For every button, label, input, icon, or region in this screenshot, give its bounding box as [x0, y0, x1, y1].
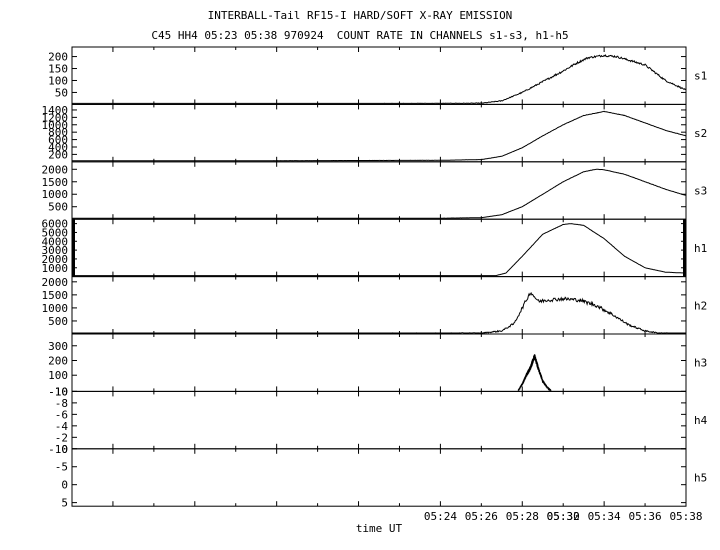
y-tick-label-h1: 2000 — [42, 253, 69, 266]
series-line-s1 — [72, 54, 687, 104]
y-tick-label-s2: 1400 — [42, 104, 69, 117]
y-tick-label-s2: 1000 — [42, 119, 69, 132]
x-tick-label: 05:38 — [669, 510, 702, 523]
y-tick-label-h3: 100 — [48, 369, 68, 382]
y-tick-label-s2: 600 — [48, 134, 68, 147]
y-tick-label-s1: 50 — [55, 86, 68, 99]
panel-frame-h4 — [71, 390, 687, 450]
y-tick-label-h1: 5000 — [42, 226, 69, 239]
y-tick-label-s2: 1200 — [42, 111, 69, 124]
y-tick-label-h4: -4 — [55, 420, 69, 433]
y-tick-label-h1: 1000 — [42, 262, 69, 275]
x-tick-label: 05:32 — [547, 510, 580, 523]
panel-frame-h1 — [71, 218, 687, 278]
channel-label-h5: h5 — [694, 472, 707, 485]
x-tick-label: 05:30 — [547, 510, 580, 523]
series-line-s3 — [72, 168, 687, 219]
h1-edge-bar-left — [72, 219, 75, 277]
y-tick-label-h4: -10 — [48, 385, 68, 398]
y-tick-label-h5: -10 — [48, 443, 68, 456]
channel-label-h3: h3 — [694, 357, 707, 370]
series-line-h1 — [72, 223, 687, 277]
y-tick-label-h2: 1500 — [42, 289, 69, 302]
y-tick-label-s1: 100 — [48, 74, 68, 87]
y-tick-label-s2: 400 — [48, 141, 68, 154]
channel-label-s1: s1 — [694, 70, 707, 83]
y-tick-label-h3: 300 — [48, 340, 68, 353]
y-tick-label-h5: -5 — [55, 461, 68, 474]
y-tick-label-h1: 3000 — [42, 244, 69, 257]
y-tick-label-h5: 0 — [61, 479, 68, 492]
y-tick-label-s3: 500 — [48, 201, 68, 214]
y-tick-label-h4: 0 — [61, 443, 68, 456]
panel-frame-h3 — [71, 333, 687, 392]
y-tick-label-h4: -6 — [55, 408, 68, 421]
channel-label-s2: s2 — [694, 127, 707, 140]
y-tick-label-h1: 6000 — [42, 218, 69, 231]
h1-edge-bar-right — [683, 219, 686, 277]
y-tick-label-h4: -2 — [55, 431, 68, 444]
series-line-h2 — [72, 291, 686, 334]
x-tick-label: 05:36 — [629, 510, 662, 523]
chart-title: INTERBALL-Tail RF15-I HARD/SOFT X-RAY EM… — [207, 9, 513, 22]
y-tick-label-h3: -10 — [48, 385, 68, 398]
channel-label-h4: h4 — [694, 414, 708, 427]
y-tick-label-h5: 5 — [61, 497, 68, 510]
y-tick-label-h2: 2000 — [42, 276, 69, 289]
panel-frame-h5 — [71, 448, 687, 507]
channel-label-h1: h1 — [694, 242, 707, 255]
y-tick-label-s1: 200 — [48, 51, 68, 64]
series-line-h3 — [517, 354, 552, 391]
x-tick-label: 05:34 — [588, 510, 621, 523]
x-tick-label: 05:28 — [506, 510, 539, 523]
panel-frame-s3 — [71, 161, 687, 220]
channel-label-s3: s3 — [694, 185, 707, 198]
x-axis-label: time UT — [356, 522, 403, 535]
y-tick-label-s1: 150 — [48, 63, 68, 76]
y-tick-label-s3: 2000 — [42, 163, 69, 176]
chart-subtitle: C45 HH4 05:23 05:38 970924 COUNT RATE IN… — [151, 29, 569, 42]
y-tick-label-h1: 4000 — [42, 235, 69, 248]
y-tick-label-s3: 1500 — [42, 176, 69, 189]
channel-label-h2: h2 — [694, 299, 707, 312]
y-tick-label-s2: 800 — [48, 126, 68, 139]
x-tick-label: 05:24 — [424, 510, 457, 523]
y-tick-label-h2: 500 — [48, 315, 68, 328]
y-tick-label-s3: 1000 — [42, 188, 69, 201]
y-tick-label-h4: -8 — [55, 397, 68, 410]
x-tick-label: 05:26 — [465, 510, 498, 523]
series-line-s2 — [72, 110, 687, 162]
y-tick-label-h2: 1000 — [42, 302, 69, 315]
y-tick-label-h3: 200 — [48, 354, 68, 367]
y-tick-label-s2: 200 — [48, 148, 68, 161]
panel-frame-s1 — [71, 46, 687, 105]
